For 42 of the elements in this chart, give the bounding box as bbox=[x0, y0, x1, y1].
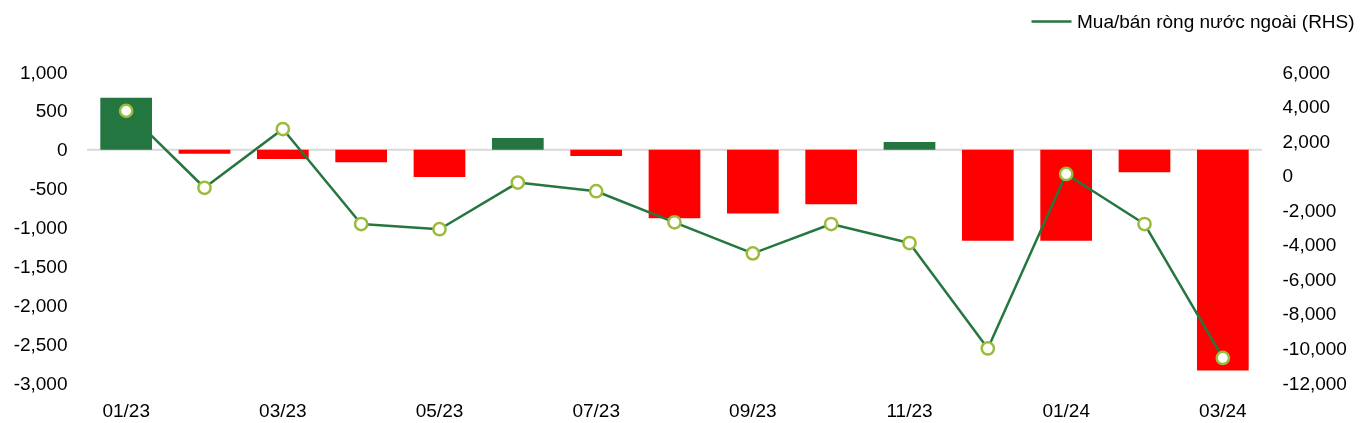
x-tick-label: 01/23 bbox=[102, 399, 150, 421]
bar bbox=[648, 149, 701, 219]
x-tick-label: 05/23 bbox=[415, 399, 464, 421]
y2-tick-label: 4,000 bbox=[1282, 96, 1331, 118]
bar bbox=[570, 149, 623, 156]
bar bbox=[178, 149, 231, 154]
x-tick-label: 01/24 bbox=[1042, 399, 1091, 421]
y-tick-label: -1,000 bbox=[13, 217, 68, 238]
y2-tick-label: 2,000 bbox=[1282, 130, 1331, 152]
y-tick-label: 1,000 bbox=[19, 61, 68, 83]
bar bbox=[1118, 149, 1171, 173]
bar bbox=[256, 149, 309, 160]
bar bbox=[335, 149, 388, 163]
y-tick-label: -500 bbox=[29, 178, 68, 200]
y-tick-label: -2,000 bbox=[13, 294, 68, 316]
y2-tick-label: -8,000 bbox=[1282, 303, 1337, 325]
x-tick-label: 11/23 bbox=[886, 399, 933, 421]
y-tick-label: -2,500 bbox=[13, 333, 68, 355]
y2-tick-label: -4,000 bbox=[1282, 234, 1337, 256]
y-tick-label: -1,500 bbox=[13, 255, 68, 277]
bar bbox=[805, 149, 858, 205]
y-tick-label: -3,000 bbox=[13, 372, 68, 394]
x-tick-label: 07/23 bbox=[572, 399, 620, 421]
bar bbox=[883, 141, 936, 150]
x-tick-label: 03/24 bbox=[1199, 399, 1248, 421]
y2-tick-label: -12,000 bbox=[1282, 372, 1347, 394]
bar bbox=[961, 149, 1014, 241]
y2-tick-label: 0 bbox=[1282, 165, 1294, 187]
y2-tick-label: -6,000 bbox=[1282, 268, 1337, 290]
y2-tick-label: -2,000 bbox=[1282, 199, 1337, 221]
y2-tick-label: -10,000 bbox=[1282, 337, 1347, 359]
bar bbox=[491, 138, 544, 150]
bar bbox=[726, 149, 779, 214]
legend-label: Mua/bán ròng nước ngoài (RHS) bbox=[1077, 10, 1355, 32]
x-tick-label: 03/23 bbox=[259, 399, 307, 421]
y-tick-label: 500 bbox=[35, 100, 68, 122]
x-tick-label: 09/23 bbox=[729, 399, 777, 421]
bar bbox=[413, 149, 466, 177]
y-tick-label: 0 bbox=[56, 139, 68, 161]
bar bbox=[1040, 149, 1093, 241]
bar bbox=[1196, 149, 1249, 371]
y2-tick-label: 6,000 bbox=[1282, 61, 1331, 83]
